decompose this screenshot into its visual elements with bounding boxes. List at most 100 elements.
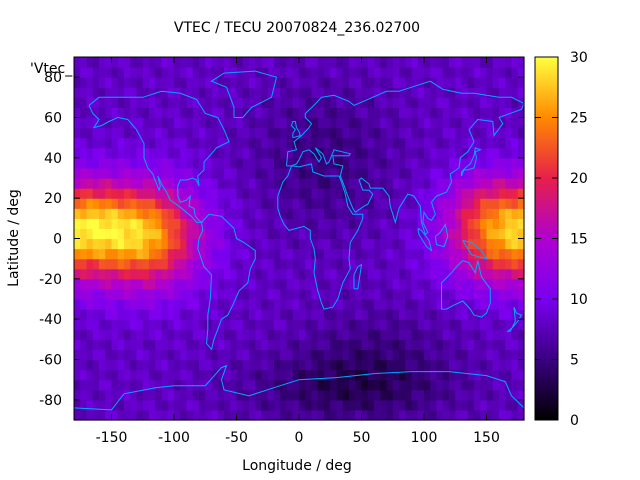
heat-cell: [317, 238, 325, 250]
heat-cell: [230, 188, 238, 199]
heat-cell: [217, 329, 225, 340]
heat-cell: [199, 309, 206, 320]
heat-cell: [505, 268, 513, 280]
heat-cell: [405, 198, 413, 209]
heat-cell: [392, 107, 400, 119]
heat-cell: [74, 258, 81, 270]
heat-cell: [242, 67, 250, 78]
heat-cell: [480, 228, 488, 240]
heat-cell: [424, 319, 431, 330]
heat-cell: [486, 57, 494, 68]
heat-cell: [342, 208, 350, 219]
heat-cell: [292, 258, 300, 270]
heat-cell: [330, 278, 338, 290]
heat-cell: [92, 67, 100, 78]
heat-cell: [399, 399, 406, 411]
heat-cell: [424, 389, 431, 401]
heat-cell: [280, 409, 288, 421]
heat-cell: [361, 127, 369, 139]
heat-cell: [230, 399, 238, 411]
heat-cell: [499, 288, 506, 300]
heat-cell: [155, 218, 163, 230]
heat-cell: [180, 178, 188, 189]
heat-cell: [342, 97, 350, 109]
heat-cell: [199, 97, 206, 109]
heat-cell: [255, 389, 263, 401]
heat-cell: [74, 299, 81, 310]
heat-cell: [199, 228, 206, 240]
heat-cell: [186, 218, 194, 230]
heat-cell: [205, 77, 213, 88]
heat-cell: [149, 278, 156, 290]
heat-cell: [236, 157, 244, 169]
heat-cell: [174, 107, 181, 119]
heat-cell: [430, 339, 438, 351]
heat-cell: [261, 167, 269, 179]
heat-cell: [311, 278, 319, 290]
heat-cell: [417, 359, 425, 371]
heat-cell: [211, 137, 219, 149]
heat-cell: [117, 319, 125, 330]
heat-cell: [480, 107, 488, 119]
heat-cell: [99, 339, 106, 351]
heat-cell: [430, 188, 438, 199]
heat-cell: [517, 157, 525, 169]
heat-cell: [386, 248, 394, 260]
heat-cell: [480, 178, 488, 189]
heat-cell: [367, 238, 375, 250]
heat-cell: [161, 107, 169, 119]
heat-cell: [267, 137, 275, 149]
heat-cell: [174, 228, 181, 240]
heat-cell: [455, 248, 463, 260]
heat-cell: [205, 97, 213, 109]
heat-cell: [480, 268, 488, 280]
heat-cell: [92, 339, 100, 351]
heat-cell: [205, 349, 213, 361]
heat-cell: [374, 157, 381, 169]
heat-cell: [155, 127, 163, 139]
heat-cell: [517, 77, 525, 88]
heat-cell: [217, 359, 225, 371]
heat-cell: [386, 399, 394, 411]
heat-cell: [486, 329, 494, 340]
heat-cell: [517, 147, 525, 159]
heat-cell: [224, 178, 231, 189]
heat-cell: [217, 369, 225, 381]
heat-cell: [380, 218, 388, 230]
heat-cell: [224, 107, 231, 119]
heat-cell: [161, 349, 169, 361]
heat-cell: [355, 238, 363, 250]
heat-cell: [99, 188, 106, 199]
heat-cell: [86, 178, 94, 189]
heat-cell: [386, 57, 394, 68]
heat-cell: [105, 379, 113, 391]
heat-cell: [142, 208, 150, 219]
heat-cell: [292, 157, 300, 169]
heat-cell: [199, 77, 206, 88]
heat-cell: [217, 67, 225, 78]
heat-cell: [361, 208, 369, 219]
heat-cell: [211, 389, 219, 401]
heat-cell: [267, 238, 275, 250]
heat-cell: [492, 87, 500, 98]
heat-cell: [336, 309, 344, 320]
heat-cell: [374, 258, 381, 270]
heat-cell: [486, 198, 494, 209]
heat-cell: [142, 268, 150, 280]
heat-cell: [480, 198, 488, 209]
heat-cell: [499, 409, 506, 421]
heat-cell: [199, 198, 206, 209]
heat-cell: [80, 198, 88, 209]
heat-cell: [517, 319, 525, 330]
heat-cell: [367, 379, 375, 391]
heat-cell: [311, 208, 319, 219]
heat-cell: [511, 299, 519, 310]
heat-cell: [142, 369, 150, 381]
heat-cell: [105, 117, 113, 129]
heat-cell: [417, 309, 425, 320]
heat-cell: [317, 349, 325, 361]
heat-cell: [124, 147, 131, 159]
heat-cell: [161, 228, 169, 240]
heat-cell: [255, 147, 263, 159]
heat-cell: [299, 399, 306, 411]
